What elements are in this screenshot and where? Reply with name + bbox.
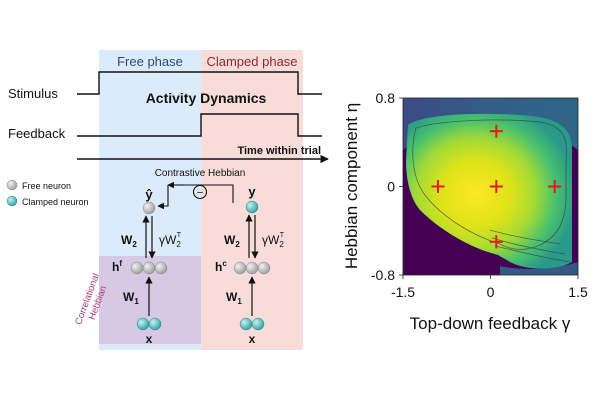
y-tick-label: 0.8 bbox=[376, 90, 396, 106]
x-tick-label: 1.5 bbox=[568, 284, 588, 300]
clamped-input-neuron bbox=[240, 318, 252, 330]
clamped-phase-label: Clamped phase bbox=[206, 54, 297, 69]
feedback-label: Feedback bbox=[8, 126, 66, 141]
clamped-hidden-neuron bbox=[234, 262, 246, 274]
legend-free-neuron-icon bbox=[7, 180, 17, 190]
free-output-label: ŷ bbox=[145, 187, 153, 202]
free-output-neuron bbox=[143, 202, 155, 214]
x-axis-label: Top-down feedback γ bbox=[410, 314, 571, 333]
clamped-hidden-neuron bbox=[258, 262, 270, 274]
free-hidden-neuron bbox=[143, 262, 155, 274]
y-axis-label: Hebbian component η bbox=[342, 103, 361, 269]
y-tick-label: 0 bbox=[387, 179, 395, 195]
free-phase-label: Free phase bbox=[117, 54, 183, 69]
clamped-w2t-label: γW2T bbox=[262, 232, 285, 249]
clamped-input-label: x bbox=[249, 332, 256, 346]
minus-operator-symbol: − bbox=[197, 187, 203, 199]
legend-clamped-neuron-label: Clamped neuron bbox=[22, 197, 89, 207]
free-hidden-neuron bbox=[155, 262, 167, 274]
heatmap-chart: -1.5 0 1.5 0.8 0 -0.8 Top-down feedback γ Heb… bbox=[342, 90, 588, 333]
y-tick-label: -0.8 bbox=[371, 267, 395, 283]
contrastive-hebbian-label: Contrastive Hebbian bbox=[155, 168, 246, 179]
clamped-output-neuron bbox=[246, 201, 258, 213]
x-tick-label: -1.5 bbox=[391, 284, 415, 300]
free-w2t-label: γW2T bbox=[159, 232, 182, 249]
legend-free-neuron-label: Free neuron bbox=[22, 181, 71, 191]
clamped-input-neuron bbox=[252, 318, 264, 330]
legend-clamped-neuron-icon bbox=[7, 196, 17, 206]
free-input-neuron bbox=[137, 318, 149, 330]
free-input-label: x bbox=[146, 332, 153, 346]
phase-diagram: Free phase Clamped phase Stimulus Activi… bbox=[7, 50, 328, 350]
free-input-neuron bbox=[149, 318, 161, 330]
clamped-hidden-neuron bbox=[246, 262, 258, 274]
time-axis-label: Time within trial bbox=[237, 145, 321, 157]
clamped-output-label: y bbox=[248, 184, 256, 199]
stimulus-label: Stimulus bbox=[8, 86, 58, 101]
free-hidden-neuron bbox=[131, 262, 143, 274]
x-tick-label: 0 bbox=[487, 284, 495, 300]
activity-dynamics-label: Activity Dynamics bbox=[146, 90, 267, 106]
